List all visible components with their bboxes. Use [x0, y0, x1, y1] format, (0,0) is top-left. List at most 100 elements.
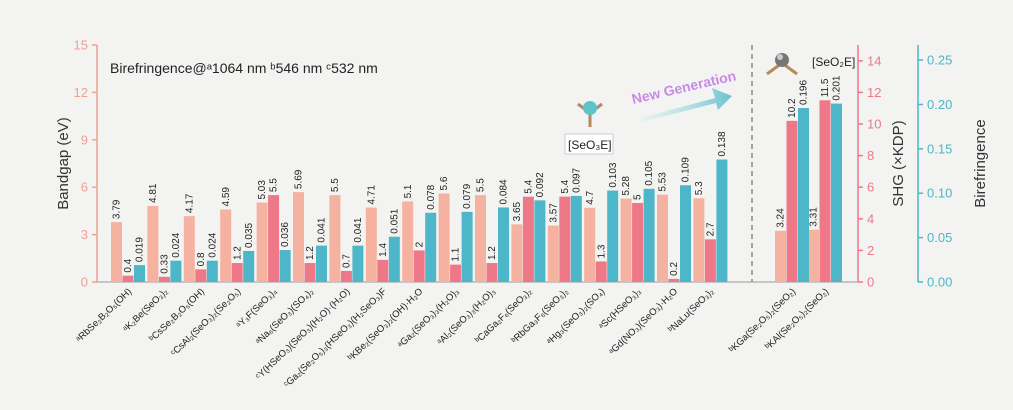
bar	[268, 195, 280, 282]
value-label: 0.024	[207, 232, 218, 257]
bar	[570, 195, 582, 282]
value-label: 3.57	[548, 203, 559, 223]
bar	[486, 263, 498, 282]
value-label: 10.2	[787, 98, 798, 118]
value-label: 3.79	[112, 199, 123, 219]
value-label: 0.084	[499, 179, 510, 204]
y-tick-label: 6	[81, 180, 88, 195]
bar	[657, 194, 668, 282]
value-label: 5.5	[330, 178, 341, 192]
bar	[183, 216, 195, 282]
bar	[450, 264, 462, 282]
bar	[547, 225, 559, 282]
bar	[475, 195, 486, 282]
bar	[461, 211, 473, 282]
value-label: 11.5	[820, 78, 831, 97]
value-label: 5	[633, 194, 644, 200]
value-label: 0.33	[160, 254, 171, 274]
value-label: 4.17	[184, 193, 195, 213]
value-label: 5.4	[524, 179, 535, 193]
value-label: 4.71	[366, 185, 377, 205]
bar	[511, 224, 523, 282]
bar	[775, 230, 786, 282]
value-label: 2	[414, 241, 425, 247]
bar	[195, 269, 207, 282]
bar	[498, 207, 509, 282]
bar	[632, 203, 644, 282]
bar	[170, 260, 182, 282]
bar	[377, 259, 389, 282]
value-label: 5.3	[694, 181, 705, 195]
bar	[643, 188, 655, 282]
value-label: 0.196	[799, 80, 810, 105]
bar	[243, 250, 255, 282]
value-label: 1.1	[451, 247, 462, 261]
y-tick-label: 15	[74, 38, 88, 53]
value-label: 0.035	[244, 222, 255, 247]
chart-title: Birefringence@ᵃ1064 nm ᵇ546 nm ᶜ532 nm	[110, 60, 378, 76]
bar	[111, 222, 122, 282]
bar	[425, 212, 437, 282]
bar	[352, 245, 364, 282]
bar	[680, 185, 691, 282]
value-label: 5.5	[269, 178, 280, 192]
y-tick-label: 0.25	[927, 53, 952, 68]
value-label: 5.5	[476, 178, 487, 192]
y-tick-label: 0.05	[927, 230, 952, 245]
value-label: 3.24	[776, 208, 787, 228]
bar	[786, 120, 798, 282]
bar	[340, 270, 352, 282]
value-label: 0.103	[608, 162, 619, 187]
molecule-icon	[766, 53, 798, 76]
bar	[668, 278, 680, 282]
bar	[388, 236, 400, 282]
bar	[134, 265, 145, 282]
bar	[279, 250, 291, 282]
value-label: 0.036	[280, 222, 291, 247]
value-label: 0.097	[571, 167, 582, 192]
value-label: 4.81	[148, 183, 159, 203]
y-tick-label: 0.15	[927, 141, 952, 156]
value-label: 0.079	[462, 183, 473, 208]
value-label: 0.105	[644, 160, 655, 185]
value-label: 1.3	[596, 244, 607, 258]
value-label: 5.6	[439, 176, 450, 190]
molecule-icon	[577, 101, 603, 127]
value-label: 1.2	[487, 246, 498, 260]
value-label: 4.59	[221, 187, 232, 207]
bar	[256, 202, 268, 282]
bar	[607, 190, 619, 282]
bar	[559, 196, 571, 282]
value-label: 0.092	[535, 172, 546, 197]
bar	[534, 200, 546, 282]
y-tick-label: 0.10	[927, 186, 952, 201]
bar	[808, 229, 819, 282]
value-label: 0.7	[342, 254, 353, 268]
value-label: 0.024	[171, 232, 182, 257]
value-label: 0.138	[717, 131, 728, 156]
value-label: 0.109	[681, 157, 692, 182]
value-label: 5.1	[403, 184, 414, 198]
y-tick-label: 0.00	[927, 275, 952, 290]
bar	[365, 207, 377, 282]
bar	[293, 192, 304, 282]
value-label: 0.4	[123, 258, 134, 272]
value-label: 2.7	[706, 222, 717, 236]
value-label: 0.041	[317, 217, 328, 242]
axis-title: SHG (×KDP)	[890, 120, 907, 206]
value-label: 5.53	[658, 172, 669, 192]
bar	[693, 198, 705, 282]
y-tick-label: 12	[867, 85, 881, 100]
value-label: 5.69	[294, 169, 305, 189]
bar	[716, 159, 728, 282]
y-tick-label: 8	[867, 148, 874, 163]
axis-title: Bandgap (eV)	[55, 117, 72, 210]
bar	[231, 263, 243, 282]
annotation: [SeO₂E]	[812, 55, 855, 69]
bar	[220, 209, 232, 282]
value-label: 0.201	[832, 75, 843, 100]
y-tick-label: 12	[74, 85, 88, 100]
value-label: 0.051	[389, 208, 400, 233]
